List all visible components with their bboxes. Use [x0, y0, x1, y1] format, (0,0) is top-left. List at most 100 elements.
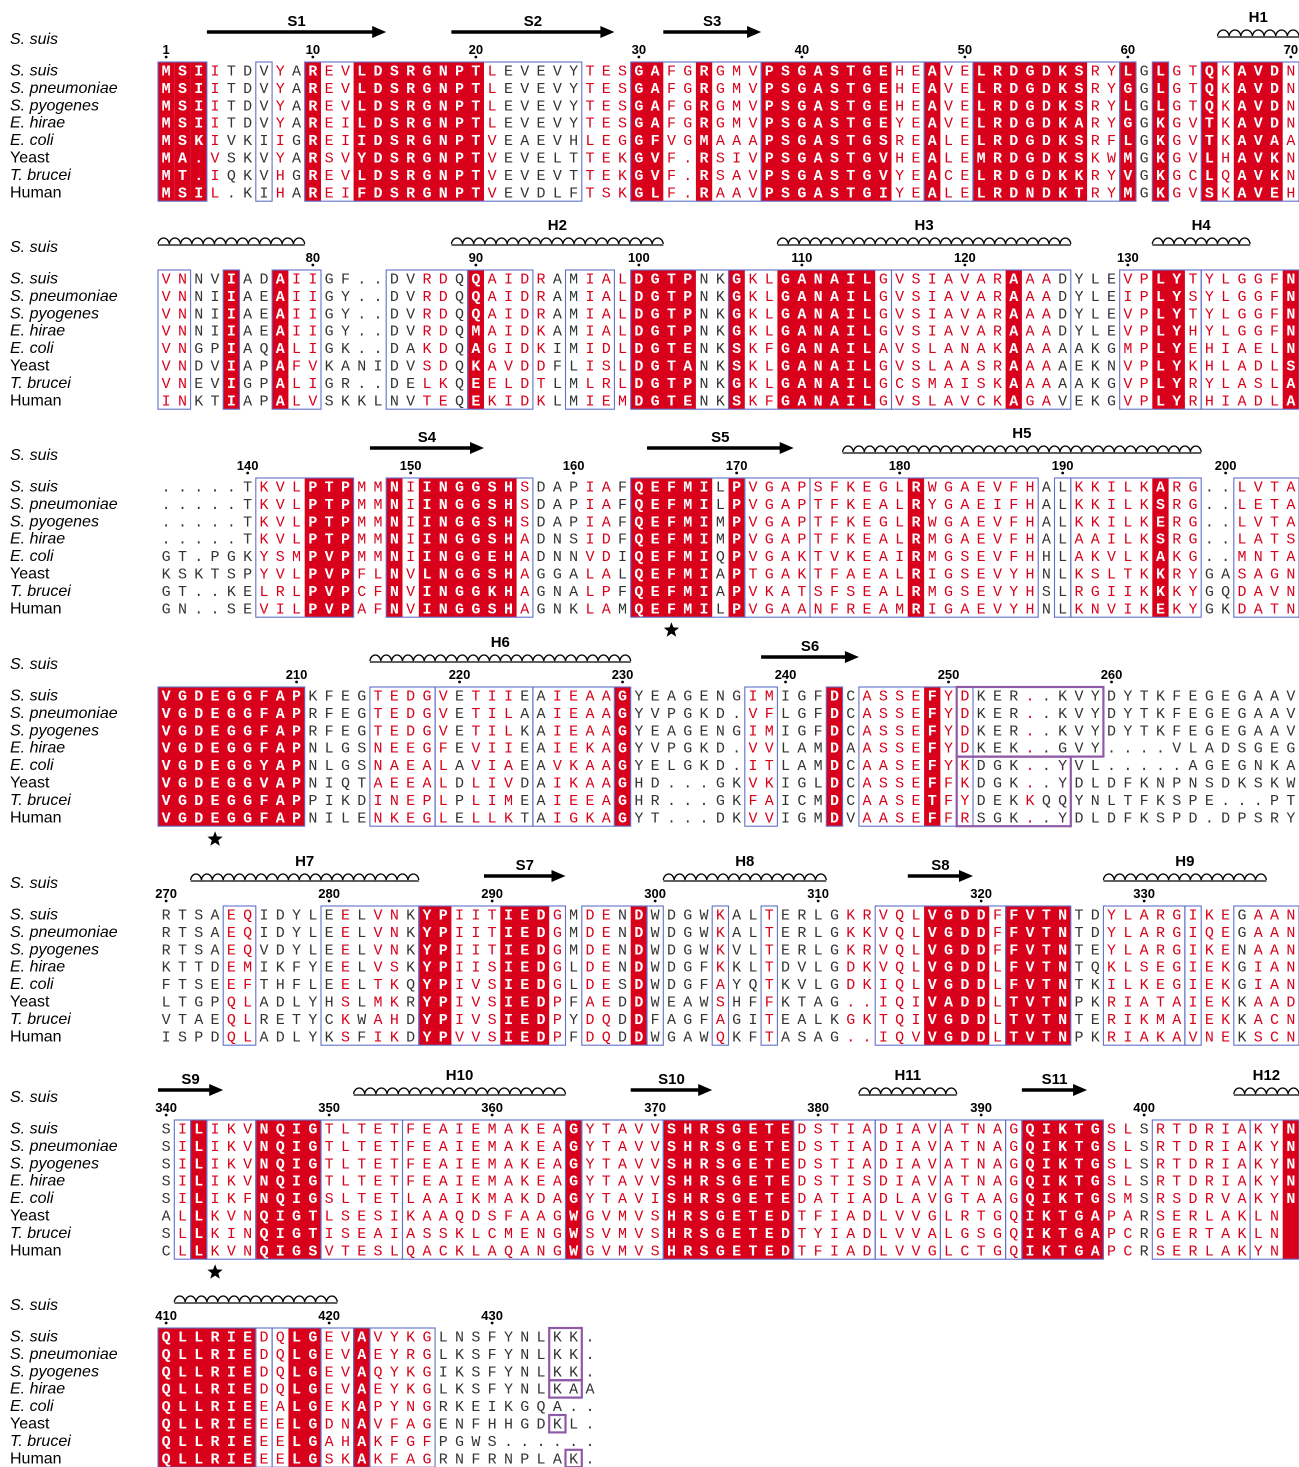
residue: D — [960, 706, 969, 723]
residue: E — [520, 908, 529, 925]
residue: T — [1270, 532, 1279, 549]
residue: N — [520, 1382, 529, 1399]
residue: E — [1189, 689, 1198, 706]
residue: L — [488, 81, 497, 98]
residue: V — [162, 793, 171, 810]
residue: F — [488, 1382, 497, 1399]
residue: I — [1107, 532, 1116, 549]
residue: G — [1172, 151, 1181, 168]
residue: S — [700, 1243, 709, 1260]
residue: S — [960, 567, 969, 584]
residue: D — [797, 1174, 806, 1191]
residue: E — [1270, 741, 1279, 758]
residue: L — [895, 567, 904, 584]
residue: I — [341, 133, 350, 150]
residue: K — [732, 776, 741, 793]
residue: P — [667, 741, 676, 758]
residue: D — [520, 272, 529, 289]
residue: F — [830, 514, 839, 531]
species-label: T. brucei — [10, 375, 71, 392]
residue: I — [879, 995, 888, 1012]
residue: A — [928, 98, 937, 115]
tick-dot — [816, 1113, 820, 1117]
residue: G — [471, 549, 480, 566]
residue: V — [895, 359, 904, 376]
residue: E — [390, 706, 399, 723]
residue: R — [308, 151, 317, 168]
residue: E — [602, 908, 611, 925]
residue: N — [700, 324, 709, 341]
residue: I — [504, 925, 513, 942]
residue: N — [977, 1174, 986, 1191]
residue: R — [406, 168, 415, 185]
residue: Q — [276, 1382, 285, 1399]
residue: L — [1221, 289, 1230, 306]
residue: N — [1286, 116, 1295, 133]
residue: T — [797, 1243, 806, 1260]
residue: A — [211, 908, 220, 925]
residue: E — [1156, 601, 1165, 618]
residue: . — [700, 776, 709, 793]
residue: D — [879, 1122, 888, 1139]
residue: H — [504, 549, 513, 566]
residue: V — [911, 1226, 920, 1243]
residue: S — [716, 168, 725, 185]
residue: Y — [634, 689, 643, 706]
residue: T — [1172, 1174, 1181, 1191]
residue: F — [292, 977, 301, 994]
residue: P — [422, 793, 431, 810]
residue: T — [765, 1139, 774, 1156]
residue: T — [765, 1191, 774, 1208]
residue: K — [993, 393, 1002, 410]
similarity-box — [744, 686, 778, 827]
residue: M — [488, 1139, 497, 1156]
residue: I — [422, 532, 431, 549]
residue: Y — [422, 942, 431, 959]
residue: N — [700, 272, 709, 289]
residue: E — [455, 741, 464, 758]
residue: G — [797, 723, 806, 740]
tick-dot — [637, 263, 641, 267]
residue: V — [325, 584, 334, 601]
residue: R — [308, 64, 317, 81]
tick-dot — [327, 1113, 331, 1117]
residue: G — [569, 1139, 578, 1156]
residue-number: 10 — [306, 42, 320, 57]
residue: H — [667, 1209, 676, 1226]
residue: I — [455, 995, 464, 1012]
residue: N — [520, 1347, 529, 1364]
residue: G — [537, 567, 546, 584]
residue: G — [1009, 1174, 1018, 1191]
residue: R — [960, 810, 969, 827]
residue: . — [569, 1399, 578, 1416]
residue: A — [602, 723, 611, 740]
residue: I — [292, 306, 301, 323]
residue: Q — [1205, 64, 1214, 81]
residue: S — [1254, 776, 1263, 793]
similarity-box — [1119, 61, 1137, 202]
residue: S — [471, 1382, 480, 1399]
residue: V — [993, 514, 1002, 531]
residue: Y — [1172, 306, 1181, 323]
residue: K — [716, 324, 725, 341]
residue: D — [781, 1226, 790, 1243]
residue: D — [374, 64, 383, 81]
residue: G — [1205, 567, 1214, 584]
residue: I — [895, 1122, 904, 1139]
residue: M — [569, 925, 578, 942]
residue: I — [1123, 289, 1132, 306]
residue: F — [406, 1174, 415, 1191]
residue: G — [1026, 133, 1035, 150]
residue: K — [1058, 1191, 1067, 1208]
residue: G — [1237, 689, 1246, 706]
residue: Y — [585, 1122, 594, 1139]
residue: . — [357, 289, 366, 306]
residue: S — [488, 1012, 497, 1029]
residue: K — [504, 1399, 513, 1416]
residue: T — [488, 942, 497, 959]
residue: E — [374, 1122, 383, 1139]
residue: I — [585, 359, 594, 376]
residue: I — [259, 133, 268, 150]
residue: S — [520, 514, 529, 531]
residue: V — [748, 514, 757, 531]
